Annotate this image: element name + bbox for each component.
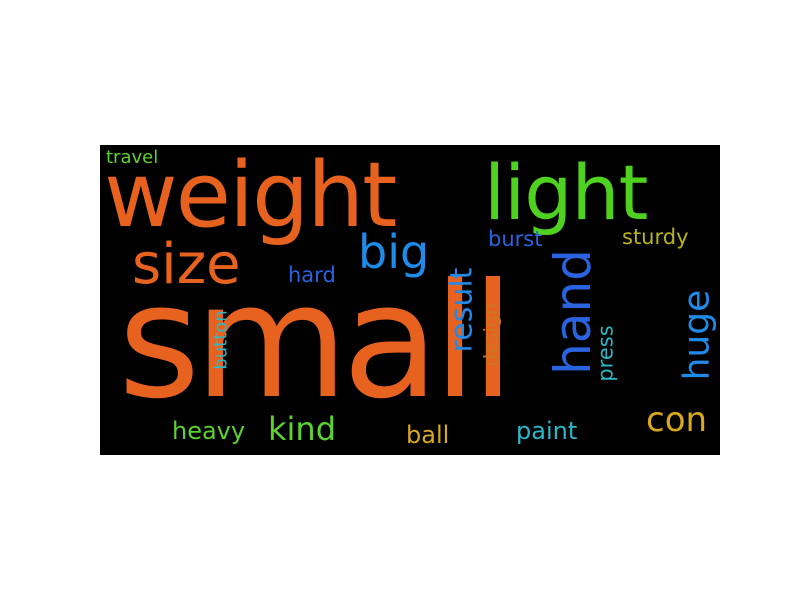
word-weight: weight — [104, 145, 397, 248]
word-burst: burst — [488, 227, 543, 251]
word-design: design — [480, 302, 503, 367]
word-big: big — [358, 225, 430, 279]
word-con: con — [646, 400, 708, 440]
word-hard: hard — [288, 263, 336, 287]
word-sturdy: sturdy — [622, 225, 689, 249]
word-ball: ball — [406, 421, 450, 449]
word-cloud: small weight light size big hand huge re… — [100, 145, 720, 455]
word-result: result — [444, 267, 480, 353]
word-small: small — [118, 250, 515, 434]
word-paint: paint — [516, 417, 578, 445]
word-light: light — [484, 148, 648, 237]
word-button: button — [210, 310, 232, 370]
word-press: press — [593, 325, 618, 382]
word-size: size — [132, 232, 241, 297]
word-hand: hand — [543, 249, 602, 375]
word-heavy: heavy — [172, 417, 246, 445]
word-kind: kind — [268, 410, 337, 448]
word-huge: huge — [676, 289, 718, 381]
word-travel: travel — [106, 147, 159, 168]
